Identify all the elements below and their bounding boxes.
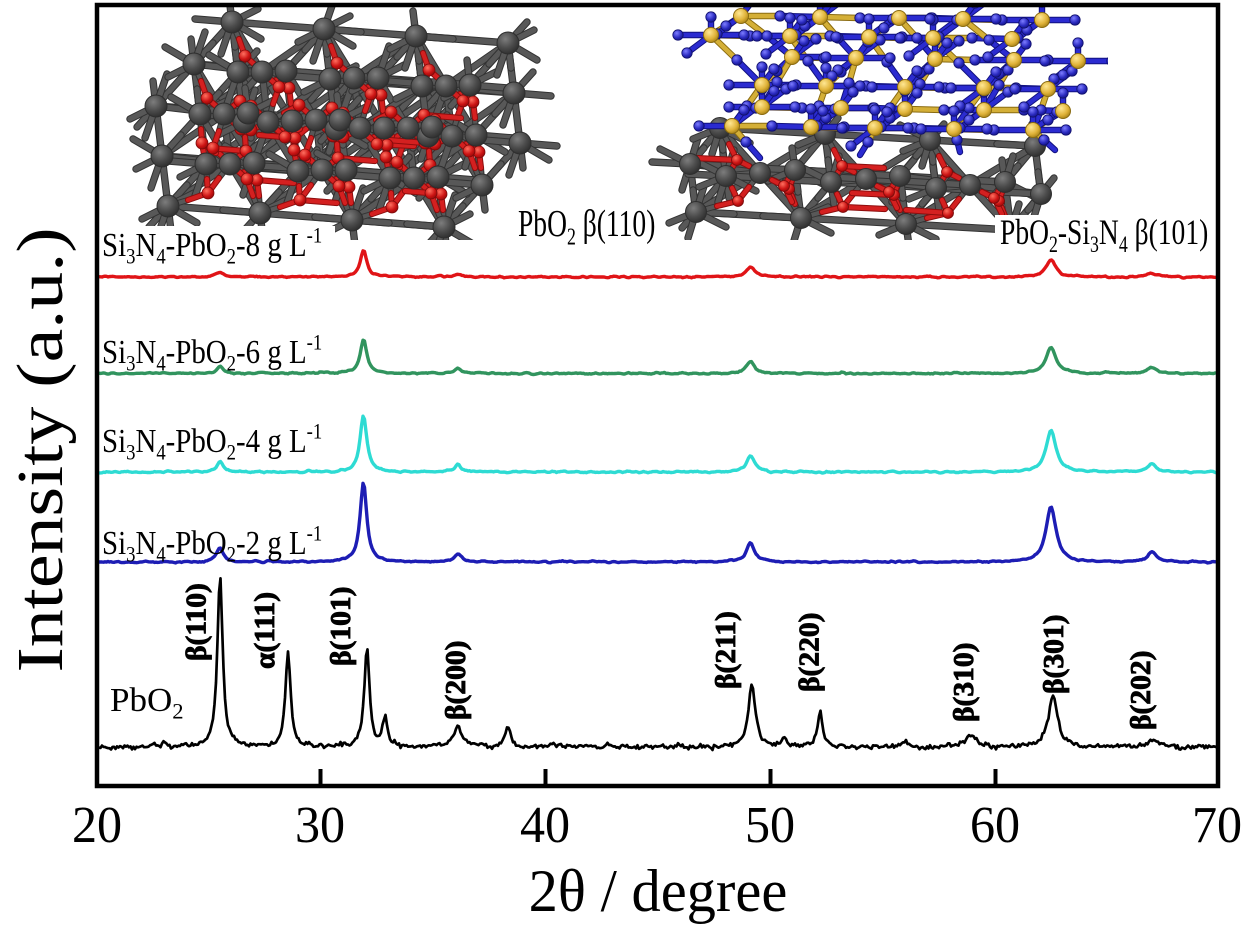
svg-text:β(202): β(202)	[1125, 651, 1157, 730]
svg-text:β(110): β(110)	[181, 583, 213, 661]
svg-text:Si3N4-PbO2-4 g L-1: Si3N4-PbO2-4 g L-1	[102, 420, 322, 465]
svg-text:Si3N4-PbO2-2 g L-1: Si3N4-PbO2-2 g L-1	[102, 522, 322, 567]
svg-text:PbO2: PbO2	[110, 681, 184, 723]
svg-text:β(211): β(211)	[710, 611, 742, 689]
svg-text:β(200): β(200)	[440, 641, 472, 720]
svg-text:Si3N4-PbO2-8 g L-1: Si3N4-PbO2-8 g L-1	[102, 224, 322, 269]
svg-text:30: 30	[295, 796, 345, 853]
svg-text:β(220): β(220)	[794, 613, 826, 692]
svg-text:β(310): β(310)	[948, 643, 980, 722]
svg-text:60: 60	[970, 796, 1020, 853]
svg-text:PbO2 β(110): PbO2 β(110)	[518, 203, 655, 250]
svg-text:Si3N4-PbO2-6 g L-1: Si3N4-PbO2-6 g L-1	[102, 331, 322, 376]
svg-text:PbO2-Si3N4 β(101): PbO2-Si3N4 β(101)	[1000, 213, 1208, 258]
svg-text:α(111): α(111)	[249, 592, 281, 669]
svg-text:Intensity (a.u.): Intensity (a.u.)	[5, 227, 77, 672]
svg-text:β(101): β(101)	[325, 587, 357, 666]
svg-text:20: 20	[72, 796, 122, 853]
svg-text:2θ / degree: 2θ / degree	[529, 857, 788, 924]
svg-text:70: 70	[1192, 796, 1242, 853]
svg-text:50: 50	[745, 796, 795, 853]
svg-text:40: 40	[520, 796, 570, 853]
svg-text:β(301): β(301)	[1038, 615, 1070, 694]
